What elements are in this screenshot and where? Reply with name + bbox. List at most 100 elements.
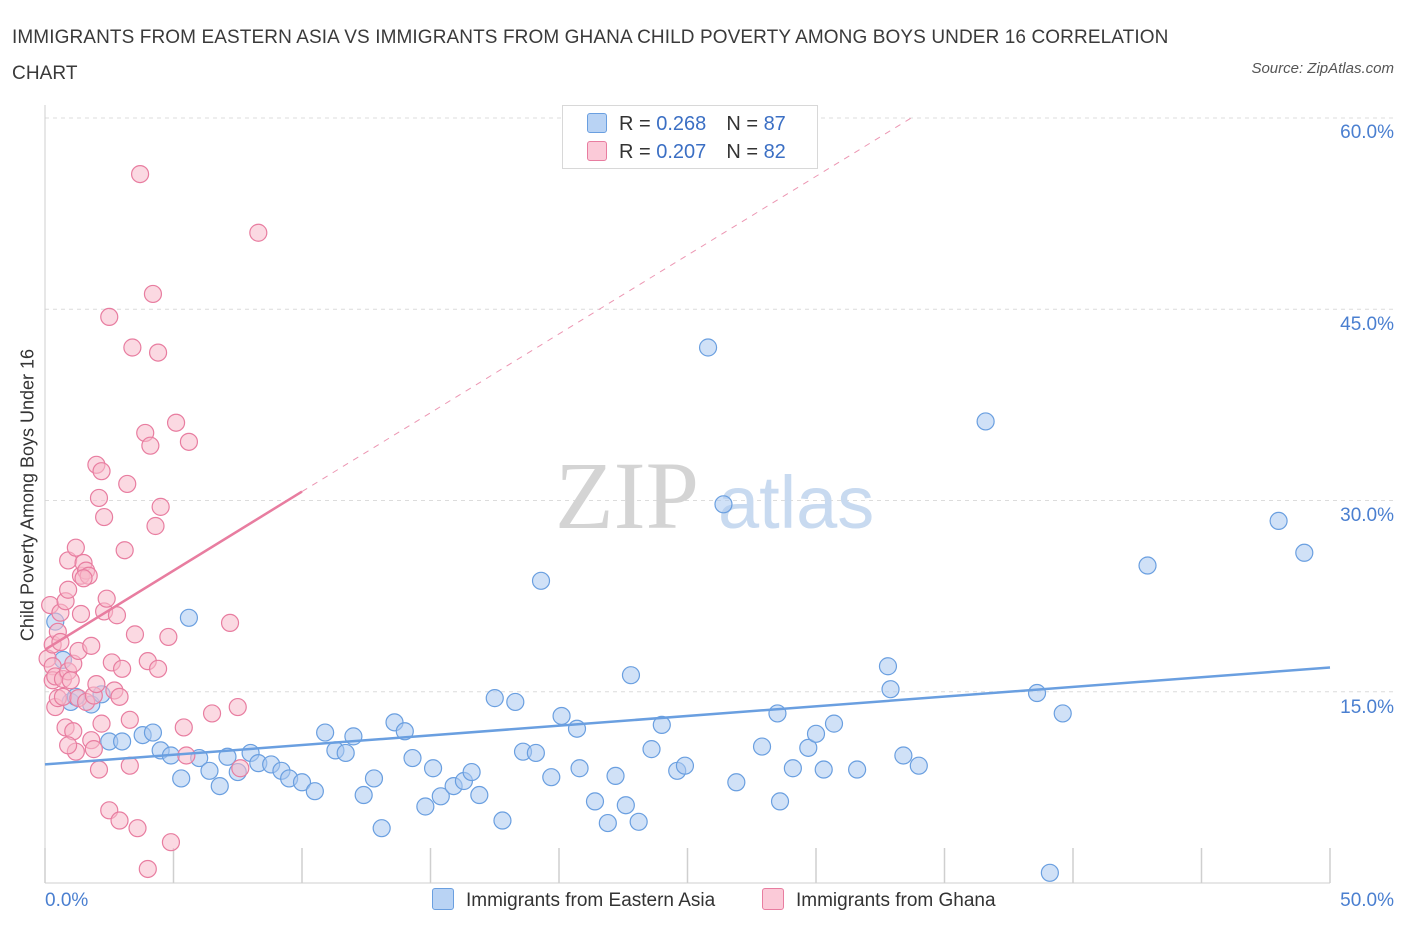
point-ghana bbox=[71, 604, 91, 624]
point-eastern-asia bbox=[909, 756, 928, 775]
point-ghana bbox=[92, 714, 111, 733]
point-ghana bbox=[59, 580, 78, 599]
point-eastern-asia bbox=[1269, 511, 1288, 531]
chart-title: IMMIGRANTS FROM EASTERN ASIA VS IMMIGRAN… bbox=[12, 27, 1169, 84]
watermark-zip: ZIP bbox=[555, 442, 699, 549]
point-eastern-asia bbox=[336, 743, 355, 763]
legend-r-value: 0.207 bbox=[656, 141, 707, 163]
gridlines bbox=[45, 117, 1395, 693]
point-eastern-asia bbox=[976, 412, 995, 431]
data-points bbox=[38, 165, 1314, 882]
point-eastern-asia bbox=[485, 689, 504, 708]
point-ghana bbox=[59, 736, 78, 755]
point-eastern-asia bbox=[727, 773, 746, 792]
y-tick-label-30: 30.0% bbox=[1340, 505, 1394, 526]
legend-r-label: R = bbox=[619, 141, 657, 163]
legend-n-value: 82 bbox=[763, 141, 786, 163]
legend-swatch-ghana bbox=[587, 141, 607, 161]
point-eastern-asia bbox=[675, 756, 695, 775]
point-ghana bbox=[97, 589, 116, 608]
point-eastern-asia bbox=[462, 762, 481, 782]
point-eastern-asia bbox=[143, 723, 163, 742]
point-ghana bbox=[174, 718, 193, 737]
point-ghana bbox=[53, 687, 73, 706]
point-eastern-asia bbox=[616, 796, 635, 815]
point-ghana bbox=[231, 759, 250, 778]
point-ghana bbox=[100, 307, 119, 326]
legend-r-label: R = bbox=[619, 113, 657, 135]
trend-line-ghana-extension bbox=[301, 117, 912, 493]
point-eastern-asia bbox=[621, 666, 641, 685]
bottom-legend-swatch-ghana bbox=[762, 888, 784, 910]
point-ghana bbox=[141, 436, 160, 455]
correlation-legend: R = 0.268 N = 87 R = 0.207 N = 82 bbox=[562, 105, 818, 169]
point-eastern-asia bbox=[1027, 683, 1047, 703]
point-ghana bbox=[112, 659, 132, 678]
point-eastern-asia bbox=[172, 769, 191, 788]
point-eastern-asia bbox=[768, 704, 787, 723]
point-eastern-asia bbox=[878, 657, 898, 676]
point-ghana bbox=[151, 497, 170, 516]
legend-swatch-eastern-asia bbox=[587, 113, 607, 133]
point-ghana bbox=[202, 704, 222, 723]
point-ghana bbox=[110, 811, 129, 830]
point-eastern-asia bbox=[824, 714, 844, 733]
watermark: ZIP atlas bbox=[555, 442, 874, 549]
point-eastern-asia bbox=[372, 819, 391, 838]
point-eastern-asia bbox=[316, 723, 335, 742]
point-ghana bbox=[177, 746, 196, 765]
point-ghana bbox=[74, 569, 93, 588]
point-eastern-asia bbox=[305, 782, 324, 801]
x-tick-label-max: 50.0% bbox=[1340, 890, 1394, 911]
bottom-legend-label-ghana: Immigrants from Ghana bbox=[796, 890, 996, 911]
legend-n-label: N = bbox=[726, 141, 764, 163]
point-ghana bbox=[84, 740, 103, 759]
legend-n-value: 87 bbox=[763, 113, 786, 135]
legend-n-label: N = bbox=[726, 113, 764, 135]
point-ghana bbox=[89, 760, 109, 779]
point-eastern-asia bbox=[848, 760, 867, 779]
point-eastern-asia bbox=[423, 759, 443, 778]
legend-row-eastern-asia: R = 0.268 N = 87 bbox=[587, 112, 786, 136]
point-ghana bbox=[87, 674, 106, 694]
point-eastern-asia bbox=[1295, 543, 1314, 562]
bottom-legend-label-eastern-asia: Immigrants from Eastern Asia bbox=[466, 890, 716, 911]
point-eastern-asia bbox=[526, 743, 545, 763]
point-eastern-asia bbox=[179, 608, 199, 627]
point-eastern-asia bbox=[652, 715, 671, 735]
point-ghana bbox=[161, 833, 181, 852]
point-eastern-asia bbox=[1053, 704, 1072, 723]
point-eastern-asia bbox=[218, 747, 237, 766]
point-eastern-asia bbox=[531, 571, 551, 590]
point-ghana bbox=[115, 541, 134, 560]
y-tick-label-45: 45.0% bbox=[1340, 314, 1394, 335]
point-eastern-asia bbox=[403, 748, 422, 768]
point-eastern-asia bbox=[806, 724, 826, 743]
point-ghana bbox=[148, 659, 168, 678]
bottom-legend-swatch-eastern-asia bbox=[432, 888, 454, 910]
point-eastern-asia bbox=[493, 811, 512, 830]
point-ghana bbox=[143, 284, 163, 304]
point-eastern-asia bbox=[354, 785, 373, 805]
point-eastern-asia bbox=[395, 722, 414, 741]
source-credit: Source: ZipAtlas.com bbox=[1251, 60, 1394, 77]
point-eastern-asia bbox=[570, 759, 589, 778]
point-ghana bbox=[89, 488, 109, 508]
point-ghana bbox=[130, 165, 150, 184]
point-eastern-asia bbox=[1138, 556, 1157, 575]
point-ghana bbox=[228, 697, 247, 717]
axes bbox=[44, 105, 1331, 884]
x-tick-label-min: 0.0% bbox=[45, 890, 89, 911]
point-ghana bbox=[138, 859, 157, 879]
point-ghana bbox=[125, 625, 145, 644]
point-ghana bbox=[148, 343, 168, 362]
point-eastern-asia bbox=[210, 776, 229, 796]
point-eastern-asia bbox=[542, 768, 561, 787]
point-eastern-asia bbox=[585, 792, 605, 811]
point-eastern-asia bbox=[292, 773, 312, 792]
point-ghana bbox=[166, 413, 186, 432]
bottom-legend-ghana: Immigrants from Ghana bbox=[762, 888, 996, 912]
legend-row-ghana: R = 0.207 N = 82 bbox=[587, 140, 786, 164]
point-eastern-asia bbox=[606, 766, 625, 786]
